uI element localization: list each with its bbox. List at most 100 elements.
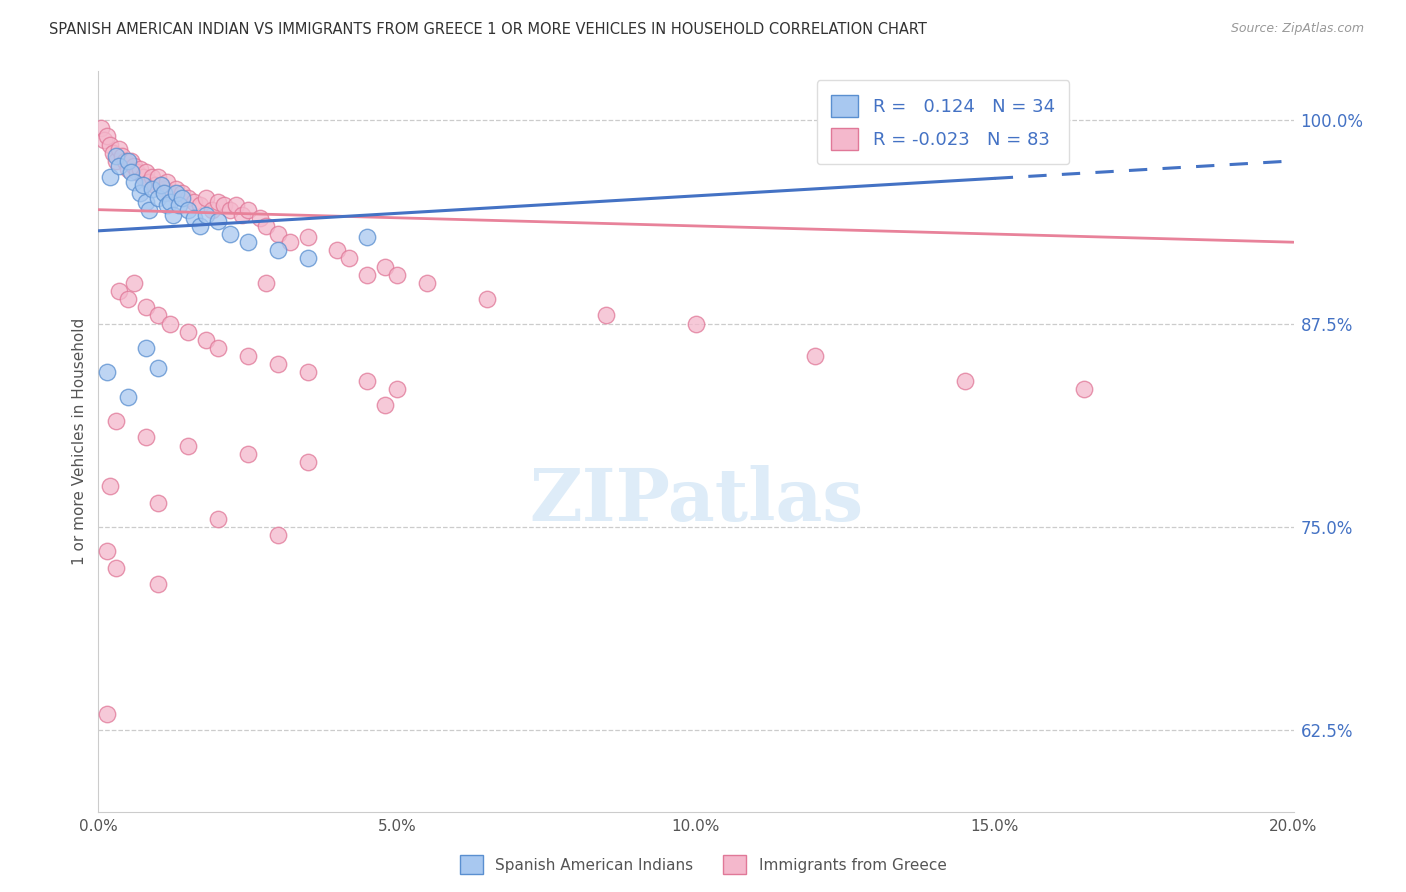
Legend: R =   0.124   N = 34, R = -0.023   N = 83: R = 0.124 N = 34, R = -0.023 N = 83 bbox=[817, 80, 1070, 164]
Point bbox=[172, 191, 194, 205]
Point bbox=[143, 178, 166, 193]
Point bbox=[148, 170, 170, 185]
Point bbox=[148, 309, 170, 323]
Point bbox=[150, 178, 173, 193]
Point bbox=[129, 161, 152, 176]
Point bbox=[297, 252, 319, 266]
Point bbox=[339, 252, 361, 266]
Point bbox=[207, 214, 229, 228]
Point bbox=[297, 455, 319, 469]
Point bbox=[685, 317, 707, 331]
Point bbox=[177, 191, 200, 205]
Point bbox=[96, 365, 118, 379]
Point bbox=[249, 211, 271, 225]
Point bbox=[124, 175, 146, 189]
Point bbox=[162, 208, 184, 222]
Point bbox=[148, 577, 170, 591]
Point bbox=[177, 202, 200, 217]
Point bbox=[98, 479, 122, 493]
Point bbox=[105, 560, 128, 574]
Point bbox=[297, 365, 319, 379]
Point bbox=[129, 186, 152, 201]
Point bbox=[374, 260, 396, 274]
Point bbox=[165, 181, 187, 195]
Point bbox=[148, 495, 170, 509]
Point bbox=[98, 170, 122, 185]
Point bbox=[153, 186, 176, 201]
Point bbox=[117, 153, 139, 168]
Point bbox=[156, 198, 179, 212]
Point bbox=[105, 153, 128, 168]
Point bbox=[90, 121, 112, 136]
Point bbox=[165, 186, 187, 201]
Point bbox=[356, 268, 378, 282]
Point bbox=[416, 276, 439, 290]
Point bbox=[236, 235, 259, 250]
Point bbox=[953, 374, 976, 388]
Point bbox=[159, 317, 181, 331]
Text: SPANISH AMERICAN INDIAN VS IMMIGRANTS FROM GREECE 1 OR MORE VEHICLES IN HOUSEHOL: SPANISH AMERICAN INDIAN VS IMMIGRANTS FR… bbox=[49, 22, 927, 37]
Point bbox=[297, 230, 319, 244]
Point bbox=[135, 301, 157, 315]
Point bbox=[195, 191, 218, 205]
Point bbox=[141, 170, 163, 185]
Point bbox=[108, 284, 131, 298]
Point bbox=[105, 414, 128, 428]
Point bbox=[475, 292, 498, 306]
Point bbox=[135, 430, 157, 444]
Point bbox=[96, 707, 118, 722]
Text: ZIPatlas: ZIPatlas bbox=[529, 466, 863, 536]
Point bbox=[138, 202, 160, 217]
Point bbox=[103, 145, 125, 160]
Point bbox=[326, 244, 349, 258]
Point bbox=[267, 357, 290, 371]
Point bbox=[135, 341, 157, 355]
Point bbox=[267, 244, 290, 258]
Point bbox=[183, 211, 205, 225]
Point bbox=[105, 149, 128, 163]
Point bbox=[127, 165, 149, 179]
Point bbox=[117, 292, 139, 306]
Point bbox=[135, 165, 157, 179]
Point bbox=[159, 186, 181, 201]
Point bbox=[231, 208, 253, 222]
Point bbox=[132, 170, 155, 185]
Point bbox=[124, 276, 146, 290]
Point bbox=[1073, 382, 1095, 396]
Point bbox=[236, 349, 259, 363]
Point bbox=[96, 129, 118, 144]
Point bbox=[153, 181, 176, 195]
Point bbox=[117, 390, 139, 404]
Point bbox=[207, 341, 229, 355]
Point bbox=[148, 360, 170, 375]
Point bbox=[267, 227, 290, 241]
Point bbox=[188, 198, 211, 212]
Point bbox=[135, 194, 157, 209]
Point bbox=[117, 161, 139, 176]
Point bbox=[219, 202, 242, 217]
Point bbox=[236, 447, 259, 461]
Point bbox=[120, 153, 142, 168]
Point bbox=[177, 439, 200, 453]
Point bbox=[195, 208, 218, 222]
Point bbox=[172, 186, 194, 201]
Point bbox=[385, 268, 409, 282]
Point bbox=[804, 349, 827, 363]
Y-axis label: 1 or more Vehicles in Household: 1 or more Vehicles in Household bbox=[72, 318, 87, 566]
Point bbox=[278, 235, 301, 250]
Point bbox=[201, 202, 224, 217]
Point bbox=[236, 202, 259, 217]
Point bbox=[132, 178, 155, 193]
Point bbox=[207, 512, 229, 526]
Point bbox=[254, 219, 277, 233]
Point bbox=[374, 398, 396, 412]
Point bbox=[212, 198, 235, 212]
Point bbox=[156, 175, 179, 189]
Point bbox=[356, 374, 378, 388]
Point bbox=[96, 544, 118, 558]
Point bbox=[167, 198, 190, 212]
Text: Source: ZipAtlas.com: Source: ZipAtlas.com bbox=[1230, 22, 1364, 36]
Point bbox=[195, 333, 218, 347]
Point bbox=[111, 149, 134, 163]
Point bbox=[219, 227, 242, 241]
